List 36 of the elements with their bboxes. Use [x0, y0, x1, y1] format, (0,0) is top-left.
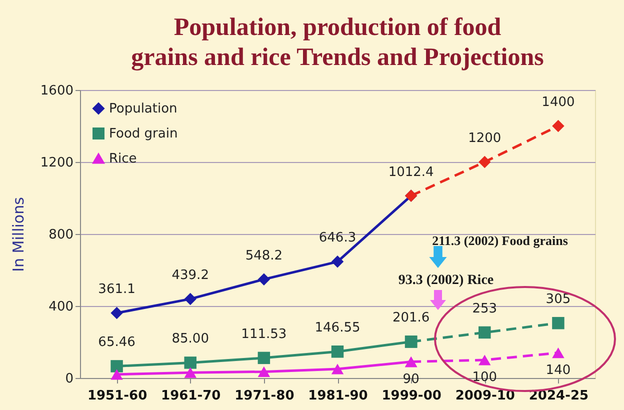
- y-axis-title: In Millions: [9, 196, 28, 272]
- data-label: 146.55: [314, 320, 360, 336]
- data-label: 1400: [542, 95, 575, 110]
- data-label: 65.46: [98, 335, 136, 350]
- data-label: 439.2: [172, 268, 209, 283]
- y-tick-label: 0: [65, 372, 74, 386]
- y-tick-label: 800: [48, 228, 74, 242]
- data-label: 100: [472, 370, 498, 385]
- data-label: 1200: [468, 131, 502, 146]
- annotation: 211.3 (2002) Food grains: [432, 233, 568, 248]
- data-label: 1012.4: [388, 164, 434, 180]
- x-tick-label: 2009-10: [455, 388, 515, 404]
- data-label: 305: [546, 292, 571, 308]
- x-tick-label: 1971-80: [234, 388, 294, 404]
- legend-label: Food grain: [109, 126, 178, 142]
- data-label: 548.2: [245, 248, 283, 264]
- x-tick-label: 1951-60: [87, 388, 148, 404]
- chart-title: Population, production of food grains and rice Trends and Projections: [131, 14, 544, 71]
- x-tick-label: 2024-25: [528, 388, 589, 404]
- legend-label: Rice: [109, 152, 137, 166]
- legend-label: Population: [109, 102, 178, 116]
- data-label: 85.00: [172, 332, 209, 347]
- data-label: 90: [402, 372, 420, 387]
- data-label: 361.1: [98, 282, 136, 297]
- y-tick-label: 400: [48, 300, 74, 314]
- data-label: 646.3: [318, 230, 356, 246]
- y-tick-label: 1600: [40, 84, 74, 98]
- x-tick-label: 1981-90: [308, 388, 368, 404]
- data-label: 111.53: [241, 326, 287, 342]
- data-label: 253: [472, 301, 498, 316]
- data-label: 140: [546, 362, 571, 378]
- y-tick-label: 1200: [40, 156, 74, 170]
- data-label: 201.6: [392, 310, 430, 326]
- annotation: 93.3 (2002) Rice: [398, 273, 494, 288]
- x-tick-label: 1961-70: [161, 388, 221, 404]
- x-tick-label: 1999-00: [382, 388, 442, 404]
